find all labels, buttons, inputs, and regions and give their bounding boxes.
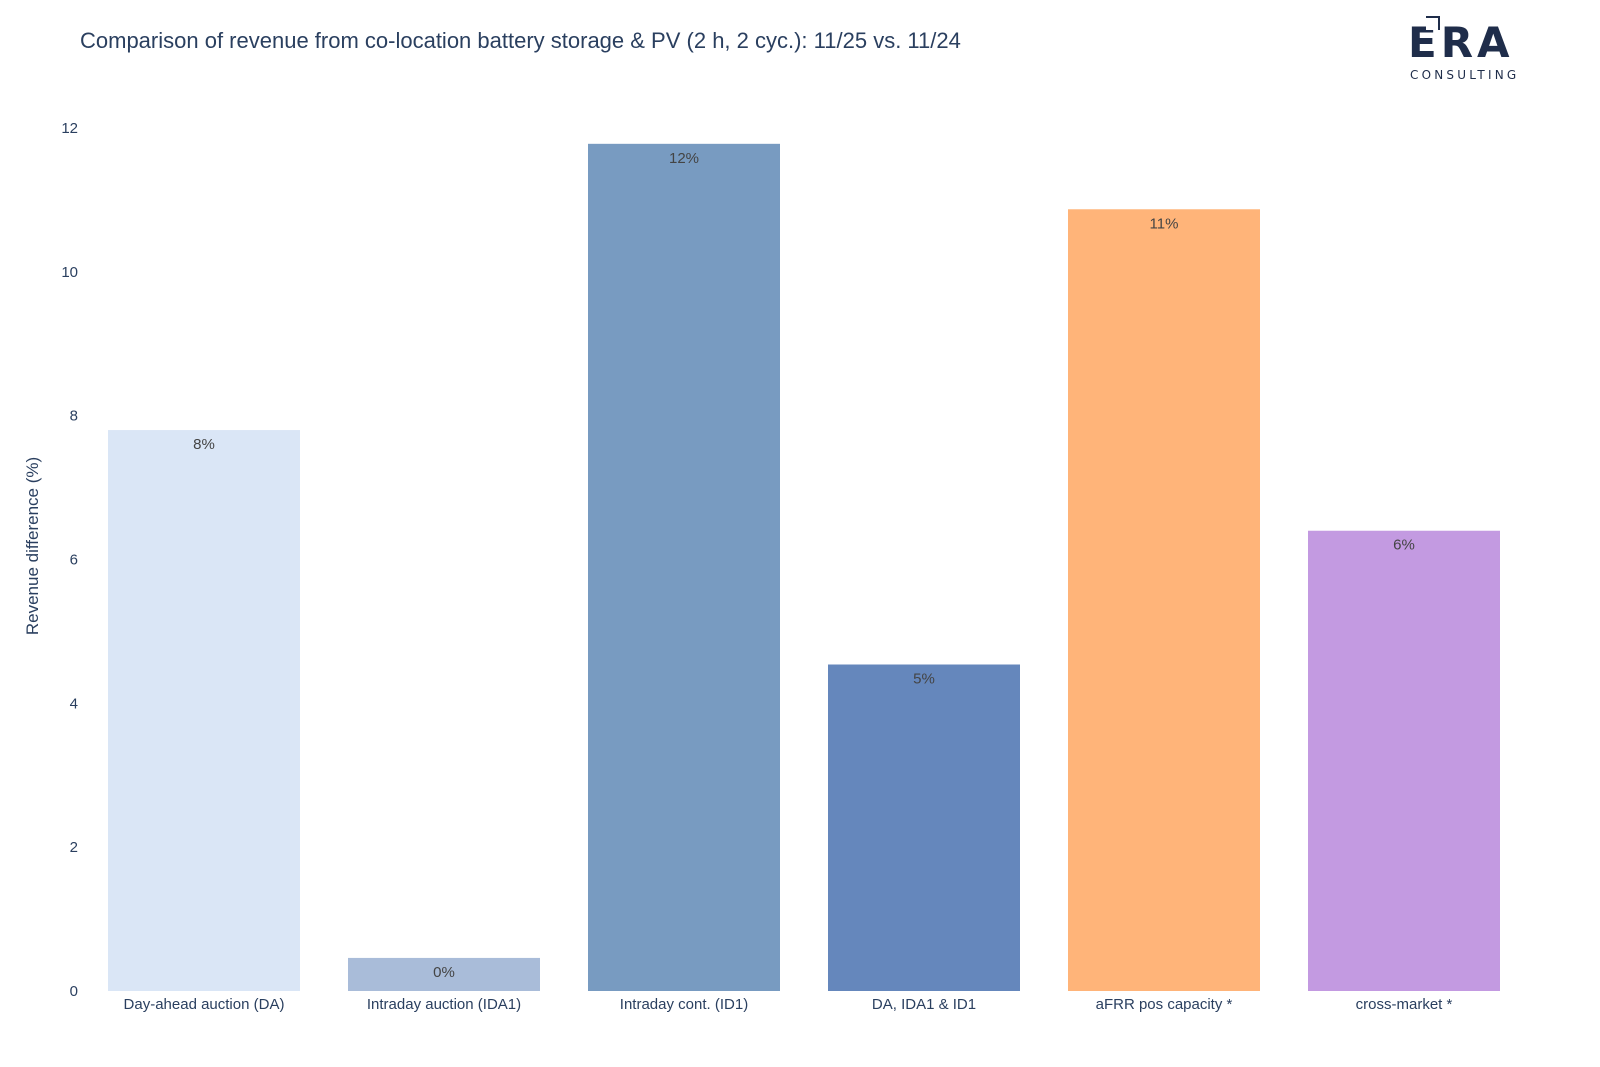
y-tick-label: 0 xyxy=(70,983,78,1000)
x-tick-label: Day-ahead auction (DA) xyxy=(124,996,285,1013)
y-tick-label: 6 xyxy=(70,552,78,569)
bar-value-label: 0% xyxy=(433,964,455,981)
bar-value-label: 5% xyxy=(913,670,935,687)
bar xyxy=(108,430,300,991)
bar-value-label: 6% xyxy=(1393,537,1415,554)
x-tick-label: Intraday auction (IDA1) xyxy=(367,996,521,1013)
y-axis: 0 2 4 6 8 10 12 xyxy=(61,120,78,1000)
x-axis: Day-ahead auction (DA) Intraday auction (… xyxy=(124,996,1453,1013)
logo-wordmark: ERA xyxy=(1408,18,1514,67)
y-tick-label: 10 xyxy=(61,264,78,281)
y-tick-label: 8 xyxy=(70,408,78,425)
x-tick-label: aFRR pos capacity * xyxy=(1096,996,1233,1013)
era-consulting-logo: ERA CONSULTING xyxy=(1408,14,1528,84)
bars: 8% 0% 12% 5% 11% 6% xyxy=(108,143,1500,992)
bar xyxy=(1308,530,1500,991)
x-tick-label: DA, IDA1 & ID1 xyxy=(872,996,976,1013)
y-tick-label: 4 xyxy=(70,695,78,712)
y-axis-title: Revenue difference (%) xyxy=(23,457,42,635)
bar xyxy=(348,957,540,991)
y-tick-label: 2 xyxy=(70,839,78,856)
bar-value-label: 12% xyxy=(669,150,699,167)
y-tick-label: 12 xyxy=(61,120,78,137)
x-tick-label: cross-market * xyxy=(1356,996,1453,1013)
logo-subtitle: CONSULTING xyxy=(1410,68,1520,82)
bar xyxy=(588,143,780,992)
bar-value-label: 11% xyxy=(1150,215,1179,232)
x-tick-label: Intraday cont. (ID1) xyxy=(620,996,748,1013)
chart-title: Comparison of revenue from co-location b… xyxy=(80,28,961,53)
bar xyxy=(1068,209,1260,991)
bar-value-label: 8% xyxy=(193,436,215,453)
bar xyxy=(828,664,1020,991)
logo-corner-mark xyxy=(1426,16,1440,30)
